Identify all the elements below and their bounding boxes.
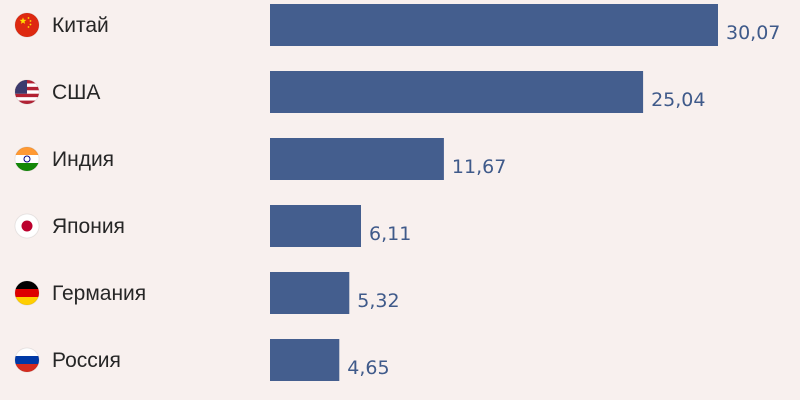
- category-label: Япония: [52, 215, 125, 238]
- germany-flag-icon: [14, 280, 40, 306]
- category-label: Германия: [52, 282, 146, 305]
- bar: [270, 205, 361, 247]
- category-label: Индия: [52, 148, 114, 171]
- chart-row: Германия 5,32: [14, 272, 400, 314]
- value-label: 11,67: [452, 156, 506, 178]
- value-label: 5,32: [357, 290, 399, 312]
- value-label: 25,04: [651, 89, 705, 111]
- value-label: 6,11: [369, 223, 411, 245]
- china-flag-icon: [14, 12, 40, 38]
- chart-row: США 25,04: [14, 71, 706, 113]
- india-flag-icon: [14, 146, 40, 172]
- bar: [270, 71, 644, 113]
- value-label: 30,07: [726, 22, 780, 44]
- usa-flag-icon: [14, 79, 40, 105]
- bar: [270, 272, 350, 314]
- category-label: Россия: [52, 349, 121, 372]
- chart-row: Китай 30,07: [14, 4, 780, 46]
- value-label: 4,65: [347, 357, 389, 379]
- bar: [270, 339, 340, 381]
- chart-row: Япония 6,11: [14, 205, 411, 247]
- category-label: США: [52, 81, 100, 104]
- category-label: Китай: [52, 14, 109, 37]
- japan-flag-icon: [14, 213, 40, 239]
- bar: [270, 4, 718, 46]
- russia-flag-icon: [14, 347, 40, 373]
- chart-row: Индия 11,67: [14, 138, 506, 180]
- bar: [270, 138, 444, 180]
- chart-row: Россия 4,65: [14, 339, 390, 381]
